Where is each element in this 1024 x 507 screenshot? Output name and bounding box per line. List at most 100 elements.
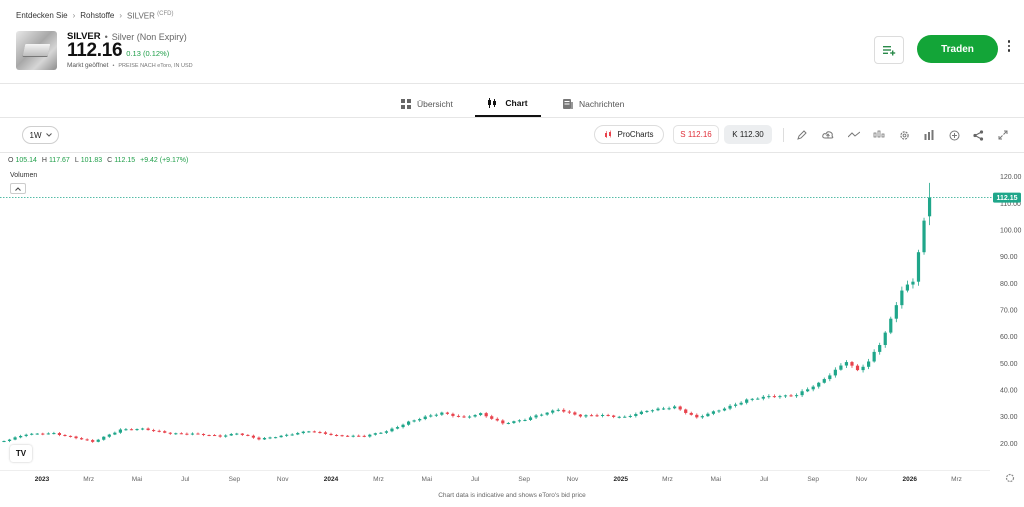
candle-body: [102, 436, 106, 440]
procharts-button[interactable]: ProCharts: [594, 125, 664, 144]
candle-body: [922, 220, 926, 253]
breadcrumb-item-commodities[interactable]: Rohstoffe: [80, 11, 115, 21]
candle-body: [612, 415, 616, 417]
chevron-right-icon: ›: [119, 11, 123, 21]
tab-overview-label: Übersicht: [417, 98, 453, 109]
candle-body: [800, 391, 804, 396]
candle-body: [828, 375, 832, 380]
candle-body: [889, 318, 893, 333]
share-icon[interactable]: [970, 127, 986, 143]
plus-circle-icon[interactable]: [946, 127, 962, 143]
candle-body: [401, 424, 405, 428]
tab-chart[interactable]: Chart: [475, 90, 541, 117]
candle-body: [595, 415, 599, 417]
candle-body: [606, 414, 610, 416]
breadcrumb-item-discover[interactable]: Entdecken Sie: [16, 11, 68, 21]
candle-body: [567, 411, 571, 413]
x-tick-label: Jul: [760, 476, 769, 483]
price-row: 112.16 0.13 (0.12%): [67, 40, 169, 62]
watchlist-button[interactable]: [874, 36, 904, 64]
candle-body: [418, 419, 422, 421]
price-note: PREISE NACH eToro, IN USD: [118, 63, 193, 69]
chart-disclaimer: Chart data is indicative and shows eToro…: [438, 492, 586, 499]
candle-body: [523, 419, 527, 421]
candle-body: [578, 414, 583, 417]
candle-body: [883, 332, 887, 346]
trade-button[interactable]: Traden: [917, 35, 998, 63]
x-tick-label: 2026: [903, 476, 918, 483]
candle-body: [52, 433, 56, 435]
candle-body: [844, 362, 849, 366]
candle-body: [46, 433, 50, 435]
tab-news[interactable]: Nachrichten: [553, 90, 634, 117]
candle-body: [351, 435, 355, 437]
candle-body: [783, 395, 788, 397]
y-tick-label: 100.00: [1000, 228, 1022, 235]
candle-body: [113, 432, 117, 435]
candle-body: [589, 415, 594, 417]
candle-body: [429, 415, 433, 417]
candle-body: [551, 410, 555, 413]
legend-open: 105.14: [15, 157, 37, 164]
candle-body: [190, 433, 195, 435]
sell-price-button[interactable]: S 112.16: [673, 125, 719, 144]
timeframe-select[interactable]: 1W: [22, 126, 59, 144]
candle-body: [673, 406, 677, 409]
candle-body: [745, 399, 749, 403]
volume-label: Volumen: [10, 172, 38, 179]
candle-body: [739, 402, 743, 405]
line-icon[interactable]: [846, 127, 862, 143]
candle-body: [30, 433, 34, 435]
candle-body: [695, 414, 699, 418]
tab-overview[interactable]: Übersicht: [391, 90, 463, 117]
candle-body: [74, 436, 78, 439]
market-status: Markt geöffnet: [67, 62, 109, 69]
candle-body: [384, 431, 389, 433]
candle-body: [689, 412, 693, 415]
pencil-icon[interactable]: [794, 127, 810, 143]
candle-body: [440, 412, 444, 415]
candle-body: [916, 252, 921, 282]
price-chart[interactable]: 20.00 30.00 40.00 50.00 60.00 70.00 80.00 90.00…: [0, 152, 1024, 492]
expand-icon[interactable]: [995, 127, 1011, 143]
buy-price-button[interactable]: K 112.30: [724, 125, 772, 144]
tradingview-logo[interactable]: TV: [10, 445, 32, 462]
candle-body: [174, 433, 178, 435]
candle-body: [35, 433, 39, 435]
x-tick-label: Nov: [856, 476, 868, 483]
tabs-divider: [0, 117, 1024, 118]
candle-body: [806, 389, 810, 392]
y-tick-label: 120.00: [1000, 174, 1022, 181]
candle-body: [761, 396, 765, 399]
ohlc-legend: O 105.14 H 117.67 L 101.83 C 112.15 +9.42 (+…: [8, 157, 189, 164]
indicator-icon[interactable]: [871, 127, 887, 143]
candle-body: [334, 434, 339, 436]
candle-body: [467, 416, 472, 418]
candle-body: [778, 396, 782, 398]
candle-body: [878, 345, 882, 352]
x-tick-label: Mai: [711, 476, 721, 483]
candle-body: [456, 415, 461, 417]
legend-change: +9.42 (+9.17%): [140, 157, 189, 164]
bar-chart-icon[interactable]: [921, 127, 937, 143]
y-tick-label: 110.00: [1000, 201, 1021, 208]
candle-body: [717, 410, 721, 412]
candle-body: [772, 396, 776, 398]
candle-body: [390, 428, 394, 432]
settings-icon[interactable]: [896, 127, 912, 143]
candle-body: [207, 435, 211, 437]
candle-body: [224, 435, 228, 437]
candle-body: [41, 433, 45, 435]
y-tick-label: 70.00: [1000, 308, 1018, 315]
cloud-icon[interactable]: [820, 127, 836, 143]
breadcrumb-item-current: SILVER (CFD): [127, 11, 174, 21]
candle-body: [528, 417, 533, 420]
candle-body: [639, 411, 643, 415]
candle-body: [57, 433, 62, 436]
more-options-icon[interactable]: [1005, 40, 1013, 58]
volume-collapse-button[interactable]: [10, 183, 26, 194]
last-price-label: 112.15: [996, 195, 1017, 202]
silver-bar-logo: [16, 31, 57, 70]
candle-body: [540, 414, 544, 416]
candle-body: [872, 351, 876, 362]
